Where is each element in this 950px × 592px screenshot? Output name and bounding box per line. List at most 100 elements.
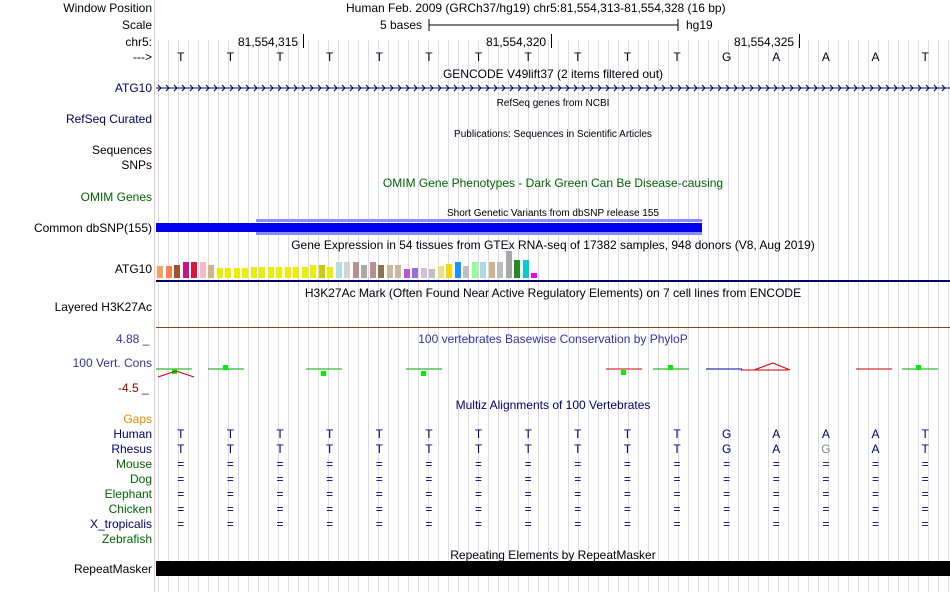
gtex-tissue-bar[interactable] (522, 260, 529, 278)
gtex-tissue-bar[interactable] (505, 251, 512, 278)
gtex-tissue-bar[interactable] (395, 265, 401, 278)
gtex-tissue-bar[interactable] (429, 269, 435, 278)
grid-line (518, 40, 519, 592)
gtex-tissue-bar[interactable] (412, 268, 418, 278)
gtex-tissue-bar[interactable] (361, 265, 367, 278)
gtex-tissue-bar[interactable] (182, 262, 189, 278)
assembly-label: hg19 (686, 18, 713, 32)
gtex-tissue-bar[interactable] (267, 267, 274, 278)
refseq-track-label[interactable]: RefSeq Curated (65, 112, 152, 126)
gtex-tissue-bar[interactable] (191, 262, 197, 278)
gtex-tissue-bar[interactable] (403, 269, 410, 278)
grid-line (408, 40, 409, 592)
gtex-tissue-bar[interactable] (531, 273, 537, 278)
gtex-tissue-bar[interactable] (488, 262, 495, 278)
gtex-tissue-bar[interactable] (233, 268, 240, 278)
gtex-tissue-bar[interactable] (420, 268, 427, 278)
gtex-tissue-bar[interactable] (165, 266, 172, 278)
grid-line (798, 40, 799, 592)
species-label-x_tropicalis[interactable]: X_tropicalis (89, 517, 152, 531)
gtex-tissue-bar[interactable] (454, 262, 461, 278)
gtex-tissue-bar[interactable] (327, 267, 333, 278)
grid-line (808, 40, 809, 592)
dbsnp-track-label[interactable]: Common dbSNP(155) (33, 221, 152, 235)
phylop-track-title[interactable]: 100 vertebrates Basewise Conservation by… (418, 332, 688, 346)
gtex-tissue-bar[interactable] (174, 265, 180, 278)
publications-label-sequences[interactable]: Sequences (91, 143, 152, 157)
grid-line (928, 40, 929, 592)
gtex-tissue-bar[interactable] (199, 262, 206, 278)
grid-line (908, 40, 909, 592)
gtex-tissue-bar[interactable] (386, 265, 393, 278)
multiz-track-title[interactable]: Multiz Alignments of 100 Vertebrates (455, 398, 651, 412)
species-label-dog[interactable]: Dog (129, 472, 152, 486)
gtex-tissue-bar[interactable] (293, 267, 299, 278)
gtex-tissue-bar[interactable] (225, 268, 231, 278)
gtex-tissue-bar[interactable] (276, 267, 282, 278)
gtex-tissue-bar[interactable] (378, 265, 384, 278)
gencode-track-title[interactable]: GENCODE V49lift37 (2 items filtered out) (442, 67, 664, 81)
gtex-tissue-bar[interactable] (369, 262, 376, 278)
gtex-track-title[interactable]: Gene Expression in 54 tissues from GTEx … (291, 238, 815, 252)
gtex-tissue-bar[interactable] (250, 267, 257, 278)
gtex-tissue-bar[interactable] (514, 260, 520, 278)
gtex-tissue-bar[interactable] (208, 265, 214, 278)
omim-track-title[interactable]: OMIM Gene Phenotypes - Dark Green Can Be… (382, 176, 724, 190)
dbsnp-variant-bar-top[interactable] (256, 219, 702, 222)
alignment-base: T (326, 442, 334, 456)
grid-line (378, 40, 379, 592)
grid-line (898, 40, 899, 592)
gtex-tissue-bar[interactable] (335, 262, 342, 278)
gtex-tissue-bar[interactable] (446, 264, 452, 278)
species-label-rhesus[interactable]: Rhesus (111, 442, 152, 456)
gtex-gene-label[interactable]: ATG10 (114, 262, 152, 276)
h3k27ac-track-label[interactable]: Layered H3K27Ac (54, 300, 152, 314)
gtex-tissue-bar[interactable] (259, 267, 265, 278)
gtex-tissue-bar[interactable] (480, 262, 486, 278)
alignment-base: T (921, 442, 929, 456)
gtex-tissue-bar[interactable] (497, 262, 503, 278)
species-label-zebrafish[interactable]: Zebrafish (101, 532, 152, 546)
gtex-tissue-bar[interactable] (463, 266, 469, 278)
gtex-tissue-bar[interactable] (157, 266, 163, 278)
repeatmasker-track-label[interactable]: RepeatMasker (73, 562, 152, 576)
dbsnp-track-title[interactable]: Short Genetic Variants from dbSNP releas… (447, 208, 659, 219)
phylop-signal[interactable] (156, 355, 950, 385)
omim-track-label[interactable]: OMIM Genes (80, 190, 152, 204)
grid-line (738, 40, 739, 592)
strand-chevron (885, 84, 890, 92)
multiz-gaps-label[interactable]: Gaps (123, 412, 152, 426)
base-letter: T (524, 50, 532, 64)
base-letter: T (673, 50, 681, 64)
species-label-human[interactable]: Human (113, 427, 152, 441)
dbsnp-variant-bar[interactable] (156, 223, 702, 232)
repeatmasker-track-title[interactable]: Repeating Elements by RepeatMasker (450, 548, 656, 562)
repeatmasker-element-bar[interactable] (156, 561, 950, 576)
publications-track-title[interactable]: Publications: Sequences in Scientific Ar… (454, 129, 652, 140)
gtex-tissue-bar[interactable] (284, 267, 291, 278)
gtex-tissue-bar[interactable] (437, 266, 444, 278)
publications-label-snps[interactable]: SNPs (121, 158, 152, 172)
grid-line (438, 40, 439, 592)
gtex-tissue-bar[interactable] (242, 268, 248, 278)
refseq-track-title[interactable]: RefSeq genes from NCBI (496, 98, 610, 109)
gtex-tissue-bar[interactable] (471, 262, 478, 278)
gtex-tissue-bar[interactable] (352, 262, 359, 278)
gtex-tissue-bar[interactable] (344, 262, 350, 278)
gtex-tissue-bar[interactable] (301, 267, 308, 278)
dbsnp-variant-bar-bottom[interactable] (256, 232, 702, 235)
gencode-gene-label[interactable]: ATG10 (114, 81, 152, 95)
gtex-tissue-bar[interactable] (318, 265, 325, 278)
grid-line (698, 40, 699, 592)
chrom-label: chr5: (125, 35, 152, 49)
h3k27ac-track-title[interactable]: H3K27Ac Mark (Often Found Near Active Re… (304, 286, 802, 300)
alignment-base: = (921, 487, 929, 501)
species-label-chicken[interactable]: Chicken (108, 502, 152, 516)
gtex-tissue-bar[interactable] (216, 268, 223, 278)
phylop-score-mark (916, 365, 921, 370)
gtex-tissue-bar[interactable] (310, 265, 316, 278)
species-label-elephant[interactable]: Elephant (104, 487, 152, 501)
species-label-mouse[interactable]: Mouse (115, 457, 152, 471)
phylop-track-label[interactable]: 100 Vert. Cons (72, 356, 152, 370)
gencode-gene-model[interactable] (156, 82, 950, 94)
